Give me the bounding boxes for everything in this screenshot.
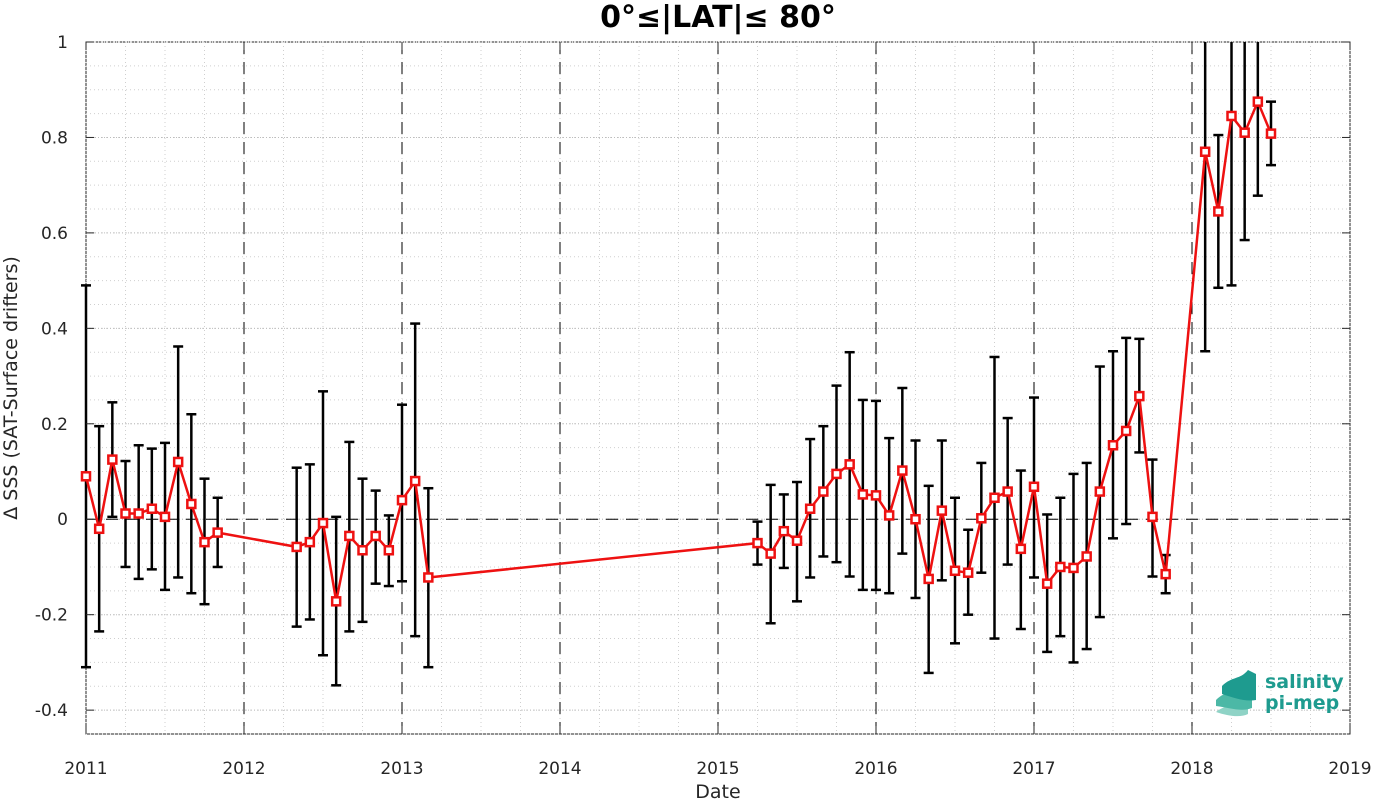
x-tick-label: 2014 [538, 759, 581, 779]
y-tick-label: 0.2 [41, 415, 68, 435]
data-point [1094, 486, 1106, 497]
year-boundary-lines [243, 42, 1193, 734]
chart-title: 0°≤|LAT|≤ 80° [600, 0, 836, 35]
data-point [936, 505, 948, 516]
y-axis-label: Δ SSS (SAT-Surface drifters) [0, 256, 22, 520]
data-point [857, 489, 869, 500]
data-point [1120, 425, 1132, 437]
data-point [330, 596, 342, 607]
data-point [989, 492, 1000, 504]
data-point [897, 465, 908, 476]
data-point [923, 573, 934, 585]
data-point [107, 454, 118, 465]
x-tick-label: 2011 [64, 759, 107, 779]
data-point [1068, 562, 1079, 574]
y-tick-label: 0.8 [41, 128, 68, 148]
data-point [910, 513, 921, 525]
data-point [146, 503, 158, 514]
data-point [186, 498, 197, 510]
data-point [1265, 128, 1277, 139]
data-point [1213, 206, 1224, 217]
x-tick-label: 2018 [1170, 759, 1213, 779]
x-tick-label: 2016 [854, 759, 897, 779]
data-point [304, 536, 316, 548]
logo-line1: salinity [1265, 671, 1344, 693]
data-point [423, 572, 434, 583]
x-tick-label: 2012 [222, 759, 265, 779]
data-point [357, 545, 368, 556]
data-point [317, 517, 329, 529]
data-point [409, 475, 421, 487]
logo-wave-icon [1216, 670, 1256, 717]
data-point [93, 523, 105, 535]
data-point [818, 486, 829, 497]
data-point [1081, 551, 1092, 562]
data-point [396, 494, 408, 506]
plot-area [80, 41, 1351, 735]
data-point [1107, 440, 1119, 451]
y-tick-label: 0.4 [41, 319, 68, 339]
data-point [1028, 481, 1040, 493]
data-point [765, 548, 776, 559]
y-tick-labels: -0.4 -0.2 0 0.2 0.4 0.6 0.8 1 [35, 33, 68, 721]
y-tick-label: 1 [57, 33, 68, 53]
y-tick-label: 0 [57, 510, 68, 530]
logo-line2: pi-mep [1265, 692, 1339, 714]
data-point [778, 525, 790, 537]
data-point [831, 468, 842, 480]
data-point [120, 508, 131, 519]
data-point [291, 541, 302, 553]
x-axis-label: Date [695, 781, 740, 801]
data-point [1147, 511, 1158, 523]
data-point [172, 456, 184, 468]
x-tick-label: 2013 [380, 759, 423, 779]
data-point [1055, 561, 1066, 573]
data-point [844, 459, 855, 470]
data-point [159, 511, 171, 523]
data-point [804, 503, 816, 514]
data-point [212, 527, 223, 538]
data-point [870, 490, 882, 501]
data-point [80, 471, 92, 482]
data-point [1226, 110, 1237, 122]
x-tick-label: 2017 [1012, 759, 1055, 779]
data-point [1160, 568, 1171, 580]
data-point [383, 545, 395, 556]
data-point [883, 510, 895, 521]
data-point [1252, 96, 1264, 107]
data-point [1134, 390, 1145, 402]
data-point [1002, 486, 1013, 497]
data-point [949, 565, 961, 577]
x-tick-labels: 2011 2012 2013 2014 2015 2016 2017 2018 2019 [64, 759, 1371, 779]
y-tick-label: -0.2 [35, 606, 68, 626]
y-tick-label: -0.4 [35, 701, 68, 721]
data-point [976, 513, 987, 524]
y-tick-label: 0.6 [41, 224, 68, 244]
data-point [370, 530, 381, 542]
data-point [791, 535, 803, 546]
data-point [752, 537, 763, 549]
data-point [344, 530, 355, 542]
data-point [962, 567, 974, 578]
axis-ticks [85, 41, 1351, 734]
data-point [199, 536, 210, 548]
salinity-pi-mep-logo: salinity pi-mep [1216, 670, 1344, 717]
series-markers [80, 96, 1277, 607]
x-tick-label: 2015 [696, 759, 739, 779]
x-tick-label: 2019 [1328, 759, 1371, 779]
data-point [1239, 127, 1250, 138]
data-point [1041, 578, 1053, 589]
data-point [1015, 543, 1027, 555]
data-point [133, 508, 144, 519]
data-point [1199, 146, 1211, 158]
